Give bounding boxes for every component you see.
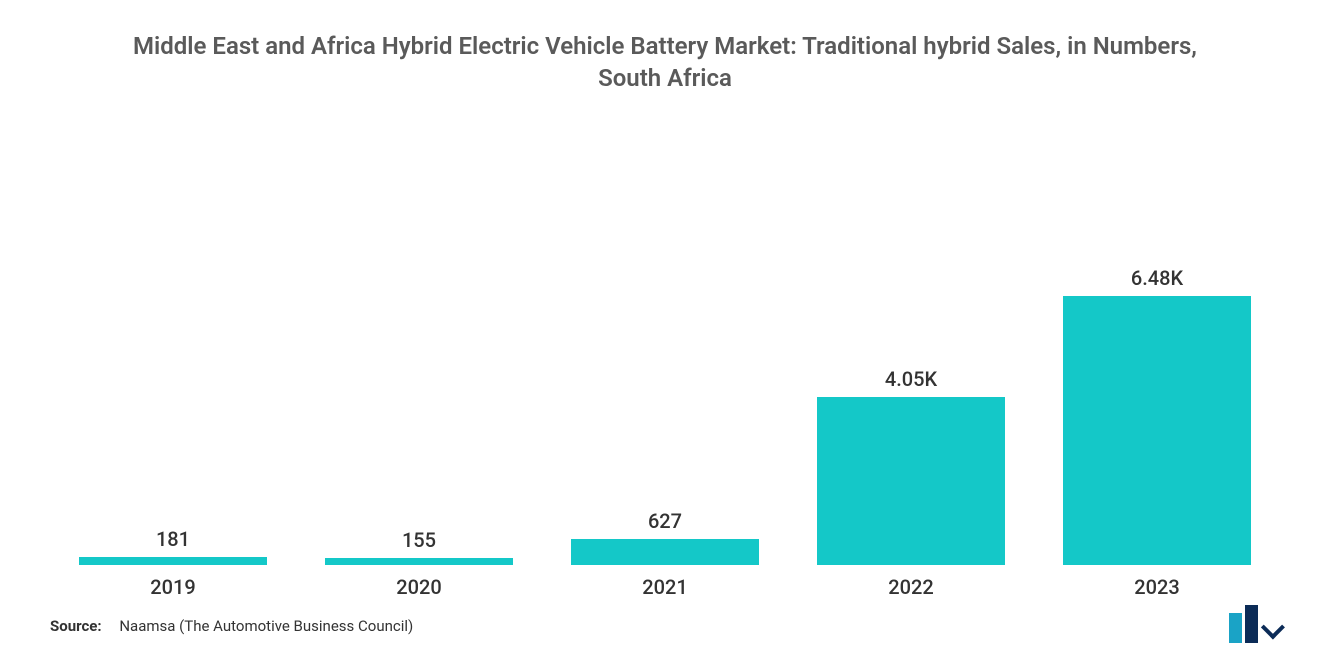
bar [817,397,1005,565]
bar-column: 4.05K [800,367,1021,565]
chart-title: Middle East and Africa Hybrid Electric V… [115,30,1215,95]
bar-value-label: 155 [402,528,436,552]
x-axis-label: 2021 [554,575,775,599]
brand-logo [1229,605,1280,643]
bar [1063,296,1251,564]
bar [571,539,759,565]
bar-value-label: 627 [648,509,682,533]
bar-column: 181 [62,527,283,564]
plot-area: 181 155 627 4.05K 6.48K [50,135,1280,565]
x-axis-label: 2020 [308,575,529,599]
x-axis-labels: 2019 2020 2021 2022 2023 [50,575,1280,599]
source-label: Source: [50,617,102,635]
source-text: Naamsa (The Automotive Business Council) [119,617,413,635]
bar-value-label: 181 [156,527,190,551]
x-axis-label: 2023 [1046,575,1267,599]
x-axis-label: 2022 [800,575,1021,599]
logo-check-icon [1261,615,1285,639]
bar-column: 627 [554,509,775,565]
source-attribution: Source: Naamsa (The Automotive Business … [50,617,413,635]
bars-row: 181 155 627 4.05K 6.48K [50,135,1280,565]
chart-container: Middle East and Africa Hybrid Electric V… [0,0,1320,665]
x-axis-label: 2019 [62,575,283,599]
bar-value-label: 6.48K [1131,266,1183,290]
bar-value-label: 4.05K [885,367,937,391]
bar-column: 155 [308,528,529,564]
bar-column: 6.48K [1046,266,1267,564]
logo-bar-right [1245,605,1258,643]
logo-bar-left [1229,613,1242,643]
x-axis-line [50,564,1280,565]
